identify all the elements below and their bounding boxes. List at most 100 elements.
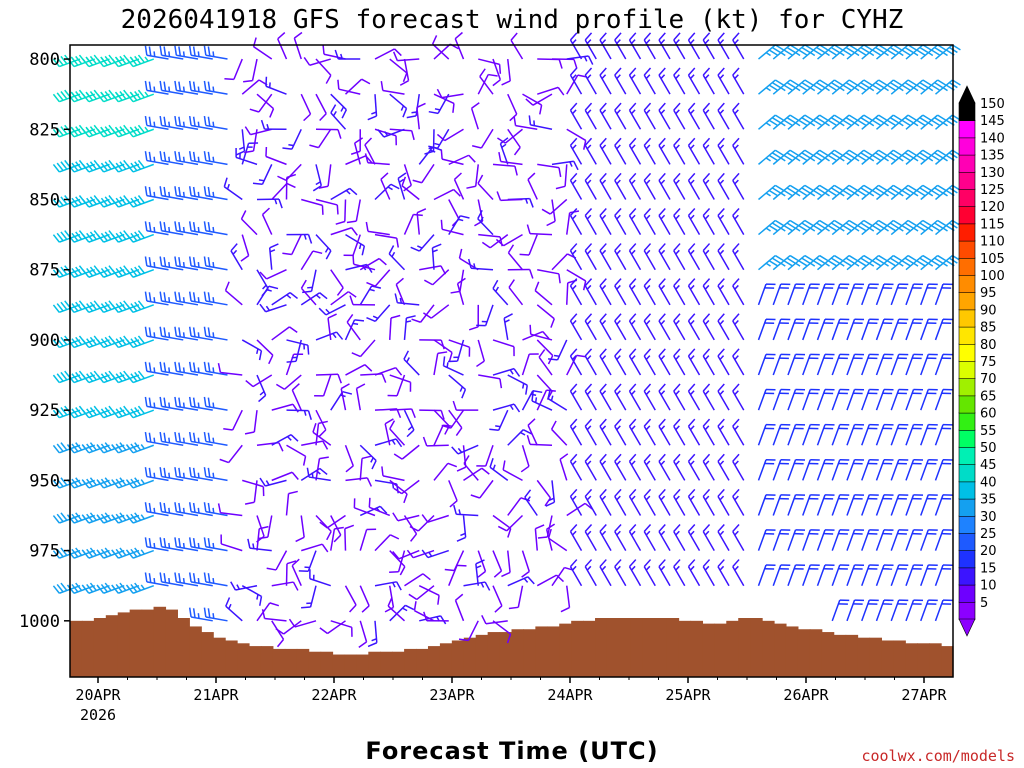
barb-half-flag	[913, 262, 919, 267]
barb-shaft	[448, 409, 463, 429]
barb-half-flag	[675, 109, 680, 115]
wind-barb	[259, 477, 287, 487]
wind-barb	[846, 494, 865, 516]
wind-barb	[643, 523, 656, 551]
barb-flag	[907, 79, 917, 86]
barb-flag	[86, 443, 94, 452]
credit-text[interactable]: coolwx.com/models	[861, 747, 1015, 765]
barb-flag	[937, 149, 947, 156]
barb-half-flag	[553, 354, 560, 358]
barb-flag	[717, 488, 725, 497]
wind-barb	[802, 149, 829, 165]
barb-flag	[71, 162, 79, 172]
wind-barb	[673, 67, 686, 95]
barb-shaft	[433, 462, 449, 481]
barb-flag	[458, 248, 463, 259]
wind-barb	[441, 409, 465, 429]
barb-flag	[144, 396, 148, 407]
barb-half-flag	[266, 288, 272, 292]
barb-flag	[488, 73, 498, 77]
wind-barb	[890, 254, 917, 271]
wind-barb	[510, 32, 524, 60]
barb-flag	[67, 128, 75, 138]
barb-flag	[453, 504, 458, 515]
barb-half-flag	[586, 144, 592, 150]
barb-half-flag	[780, 262, 786, 267]
barb-flag	[860, 187, 870, 194]
wind-barb	[531, 391, 553, 411]
wind-barb	[126, 442, 155, 454]
barb-flag	[278, 442, 284, 452]
barb-flag	[889, 117, 899, 124]
barb-shaft	[264, 617, 287, 622]
barb-half-flag	[358, 243, 362, 250]
wind-barb	[174, 326, 199, 341]
barb-flag	[481, 614, 487, 625]
barb-flag	[863, 254, 873, 262]
barb-half-flag	[734, 74, 739, 80]
barb-flag	[306, 467, 310, 478]
barb-flag	[100, 162, 108, 172]
wind-barb	[235, 147, 258, 166]
barb-flag	[82, 93, 90, 103]
barb-shaft	[352, 234, 361, 256]
barb-shaft	[477, 339, 486, 362]
wind-barb	[673, 453, 686, 481]
barb-half-flag	[586, 320, 592, 325]
wind-barb	[440, 219, 464, 236]
barb-flag	[230, 243, 238, 252]
barb-flag	[282, 252, 292, 256]
barb-flag	[628, 383, 637, 392]
barb-half-flag	[765, 262, 771, 267]
barb-flag	[489, 458, 494, 468]
colorbar-segment	[958, 532, 976, 552]
barb-shaft	[448, 480, 458, 502]
wind-barb	[732, 523, 745, 551]
barb-flag	[56, 443, 64, 452]
wind-barb	[174, 186, 199, 201]
barb-flag	[115, 232, 123, 242]
terrain-column	[571, 620, 584, 677]
barb-flag	[789, 79, 799, 86]
barb-flag	[361, 78, 371, 85]
barb-half-flag	[520, 431, 526, 436]
barb-flag	[378, 258, 387, 266]
barb-flag	[178, 432, 182, 443]
barb-half-flag	[232, 249, 238, 255]
wind-barb	[758, 114, 784, 130]
barb-flag	[111, 93, 119, 103]
wind-barb	[935, 79, 961, 95]
barb-flag	[477, 209, 483, 220]
barb-flag	[845, 222, 855, 229]
wind-barb	[643, 278, 656, 306]
wind-barb	[876, 79, 902, 95]
barb-flag	[732, 278, 740, 287]
barb-flag	[584, 453, 593, 462]
barb-half-flag	[734, 39, 739, 44]
wind-barb	[343, 234, 361, 257]
wind-barb	[374, 183, 400, 201]
barb-half-flag	[287, 436, 292, 441]
barb-shaft	[529, 443, 553, 447]
barb-flag	[346, 314, 354, 323]
barb-flag	[409, 525, 419, 532]
barb-flag	[477, 570, 486, 578]
barb-half-flag	[586, 249, 592, 255]
barb-flag	[506, 633, 512, 644]
wind-barb	[358, 620, 368, 648]
wind-barb	[846, 254, 873, 271]
barb-flag	[71, 197, 79, 207]
barb-flag	[732, 207, 740, 217]
barb-flag	[857, 154, 867, 161]
barb-flag	[402, 72, 408, 83]
barb-half-flag	[660, 460, 666, 466]
barb-shaft	[285, 163, 302, 181]
barb-shaft	[315, 93, 327, 114]
barb-flag	[919, 81, 929, 89]
barb-flag	[901, 154, 911, 161]
barb-flag	[366, 477, 373, 487]
wind-barb	[732, 453, 745, 481]
barb-flag	[560, 606, 570, 613]
barb-half-flag	[868, 51, 875, 57]
